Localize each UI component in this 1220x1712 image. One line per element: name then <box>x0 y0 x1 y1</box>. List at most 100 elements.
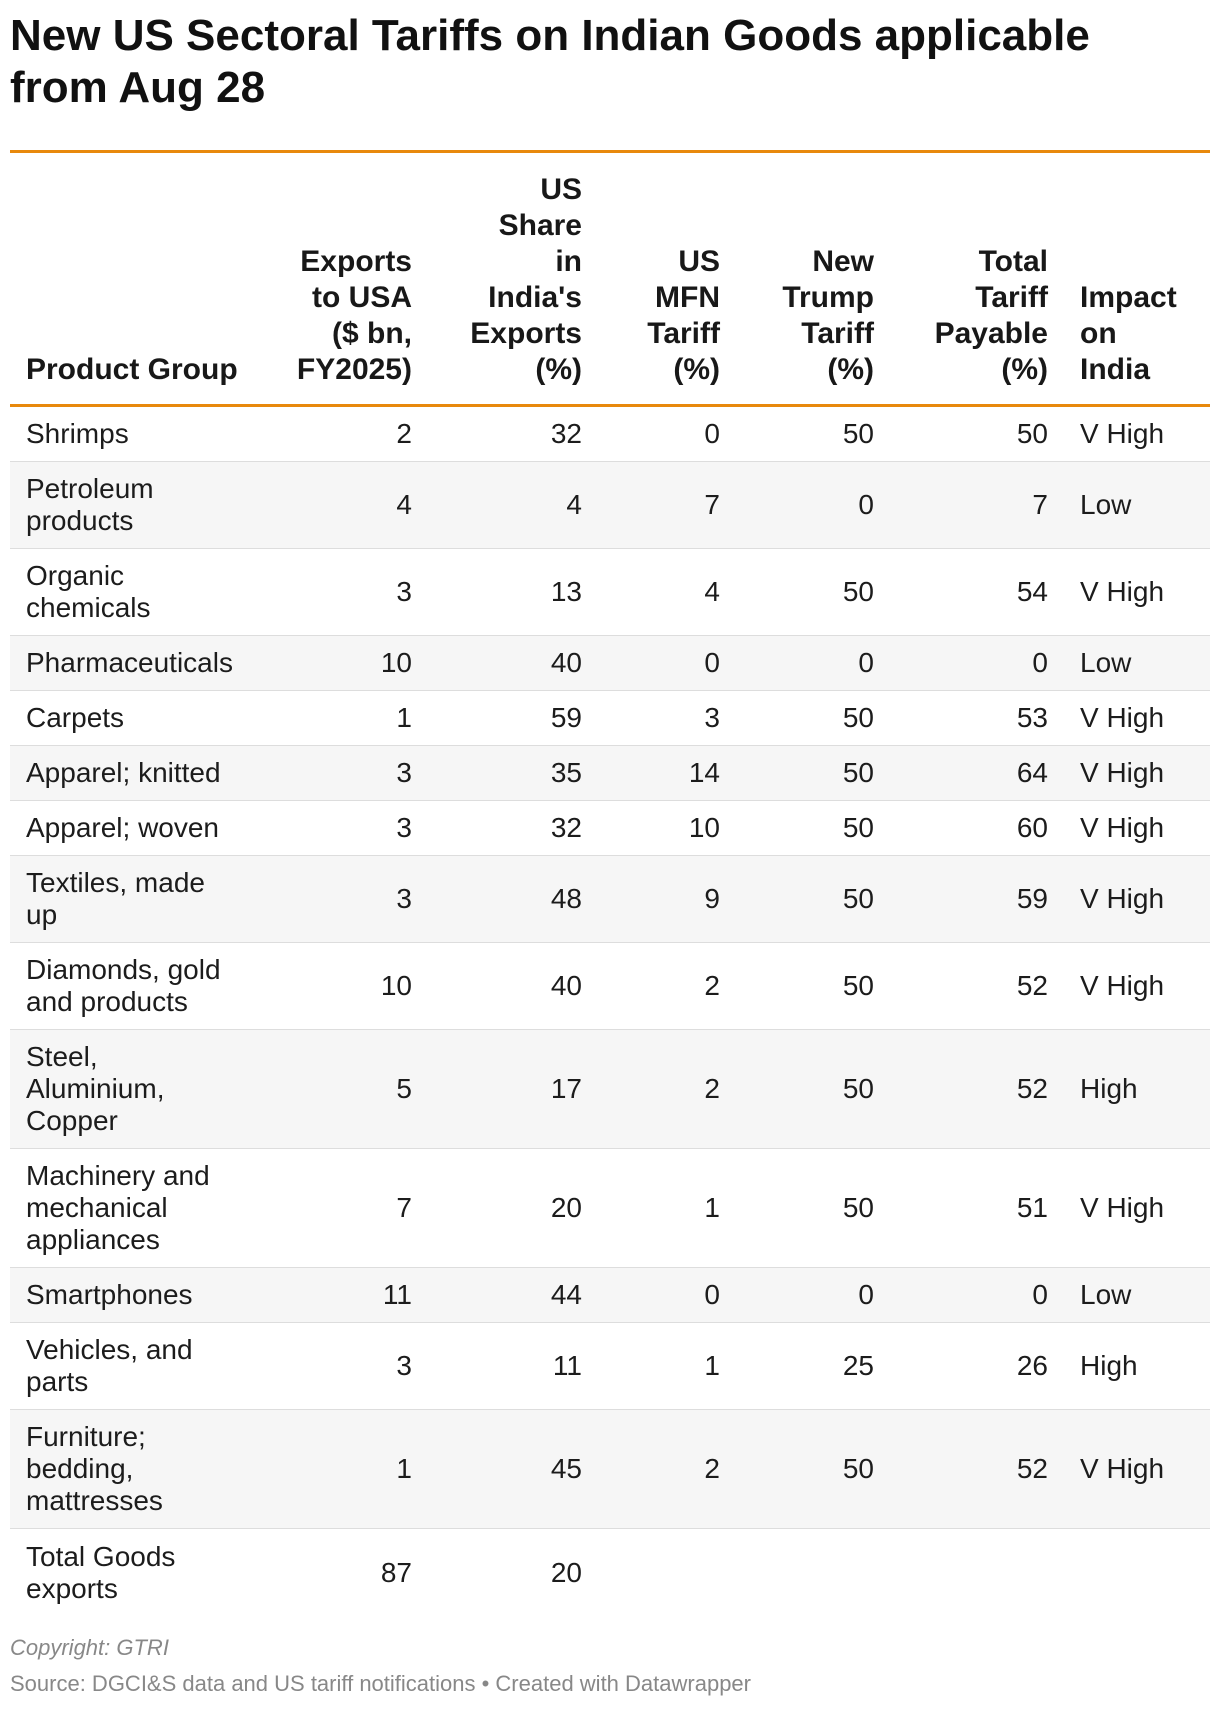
product-group-cell: Pharmaceuticals <box>10 635 240 691</box>
column-header-line: (%) <box>673 353 720 386</box>
share-cell: 48 <box>428 855 598 943</box>
column-header-total: Total Tariff Payable (%) <box>890 150 1064 407</box>
impact-cell: V High <box>1064 855 1210 943</box>
product-group-line: appliances <box>26 1224 160 1255</box>
column-header-line: in <box>555 245 582 278</box>
column-header-line: US <box>678 245 720 278</box>
total-cell: 53 <box>890 690 1064 746</box>
tariff-table-container: Product Group Exports to USA ($ bn, FY2025) U… <box>10 150 1210 1617</box>
total-cell: 52 <box>890 1029 1064 1149</box>
product-group-cell: Furniture; bedding, mattresses <box>10 1409 240 1529</box>
total-cell: 0 <box>890 1267 1064 1323</box>
column-header-line: Payable <box>934 317 1048 350</box>
mfn-cell: 9 <box>598 855 736 943</box>
column-header-product: Product Group <box>10 150 240 407</box>
source-note: Source: DGCI&S data and US tariff notifi… <box>10 1671 751 1696</box>
table-row: Steel, Aluminium, Copper 5 17 2 50 52 High <box>10 1029 1210 1149</box>
impact-cell: High <box>1064 1029 1210 1149</box>
table-row: Textiles, made up 3 48 9 50 59 V High <box>10 855 1210 943</box>
trump-cell: 25 <box>736 1322 890 1410</box>
product-group-cell: Vehicles, and parts <box>10 1322 240 1410</box>
column-header-line: (%) <box>1001 353 1048 386</box>
product-group-line: Steel, <box>26 1041 98 1072</box>
table-row: Organic chemicals 3 13 4 50 54 V High <box>10 548 1210 636</box>
exports-cell: 2 <box>240 405 428 462</box>
table-row: Machinery and mechanical appliances 7 20 1 50 5… <box>10 1148 1210 1268</box>
product-group-line: products <box>26 505 134 536</box>
total-cell: 52 <box>890 942 1064 1030</box>
product-group-cell: Steel, Aluminium, Copper <box>10 1029 240 1149</box>
product-group-line: bedding, <box>26 1453 134 1484</box>
trump-cell: 50 <box>736 1029 890 1149</box>
column-header-line: Exports <box>300 245 412 278</box>
total-cell: 0 <box>890 635 1064 691</box>
exports-cell: 3 <box>240 745 428 801</box>
trump-cell: 50 <box>736 745 890 801</box>
mfn-cell: 1 <box>598 1148 736 1268</box>
column-header-line: Share <box>498 209 582 242</box>
mfn-cell: 14 <box>598 745 736 801</box>
product-group-line: Textiles, made <box>26 867 205 898</box>
product-group-line: Smartphones <box>26 1279 193 1310</box>
share-cell: 32 <box>428 800 598 856</box>
column-header-line: US <box>540 173 582 206</box>
exports-cell: 10 <box>240 942 428 1030</box>
total-cell: 64 <box>890 745 1064 801</box>
product-group-line: parts <box>26 1366 89 1397</box>
share-cell: 40 <box>428 635 598 691</box>
share-cell: 32 <box>428 405 598 462</box>
table-row: Smartphones 11 44 0 0 0 Low <box>10 1267 1210 1323</box>
product-group-line: up <box>26 899 58 930</box>
product-group-line: Furniture; <box>26 1421 146 1452</box>
product-group-cell: Shrimps <box>10 405 240 462</box>
table-row: Petroleum products 4 4 7 0 7 Low <box>10 461 1210 549</box>
product-group-line: Carpets <box>26 702 125 733</box>
share-cell: 44 <box>428 1267 598 1323</box>
trump-cell <box>736 1529 890 1618</box>
column-header-line: (%) <box>827 353 874 386</box>
table-row: Pharmaceuticals 10 40 0 0 0 Low <box>10 635 1210 691</box>
column-header-line: MFN <box>655 281 720 314</box>
mfn-cell <box>598 1529 736 1618</box>
product-group-cell: Machinery and mechanical appliances <box>10 1148 240 1268</box>
product-group-line: Machinery and <box>26 1160 210 1191</box>
impact-cell: V High <box>1064 1409 1210 1529</box>
share-cell: 45 <box>428 1409 598 1529</box>
product-group-line: and products <box>26 986 188 1017</box>
product-group-line: Vehicles, and <box>26 1334 193 1365</box>
mfn-cell: 2 <box>598 942 736 1030</box>
mfn-cell: 2 <box>598 1409 736 1529</box>
table-row: Apparel; knitted 3 35 14 50 64 V High <box>10 745 1210 801</box>
product-group-cell: Total Goods exports <box>10 1529 240 1618</box>
mfn-cell: 0 <box>598 635 736 691</box>
trump-cell: 50 <box>736 800 890 856</box>
copyright-note: Copyright: GTRI <box>10 1635 169 1660</box>
impact-cell: Low <box>1064 635 1210 691</box>
total-cell: 7 <box>890 461 1064 549</box>
trump-cell: 50 <box>736 942 890 1030</box>
column-header-trump: New Trump Tariff (%) <box>736 150 890 407</box>
table-row: Shrimps 2 32 0 50 50 V High <box>10 405 1210 462</box>
mfn-cell: 1 <box>598 1322 736 1410</box>
exports-cell: 3 <box>240 548 428 636</box>
share-cell: 4 <box>428 461 598 549</box>
total-cell: 52 <box>890 1409 1064 1529</box>
product-group-line: Shrimps <box>26 418 129 449</box>
mfn-cell: 2 <box>598 1029 736 1149</box>
column-header-line: to USA <box>312 281 412 314</box>
total-cell: 54 <box>890 548 1064 636</box>
column-header-line: Tariff <box>647 317 720 350</box>
mfn-cell: 0 <box>598 405 736 462</box>
product-group-cell: Textiles, made up <box>10 855 240 943</box>
table-row: Apparel; woven 3 32 10 50 60 V High <box>10 800 1210 856</box>
exports-cell: 3 <box>240 855 428 943</box>
share-cell: 35 <box>428 745 598 801</box>
share-cell: 20 <box>550 1557 582 1588</box>
exports-cell: 1 <box>240 690 428 746</box>
total-cell <box>890 1529 1064 1618</box>
product-group-line: mattresses <box>26 1485 163 1516</box>
total-row: Total Goods exports 87 20 <box>10 1529 1210 1618</box>
impact-cell: High <box>1064 1322 1210 1410</box>
product-group-line: Organic <box>26 560 125 591</box>
trump-cell: 0 <box>736 1267 890 1323</box>
